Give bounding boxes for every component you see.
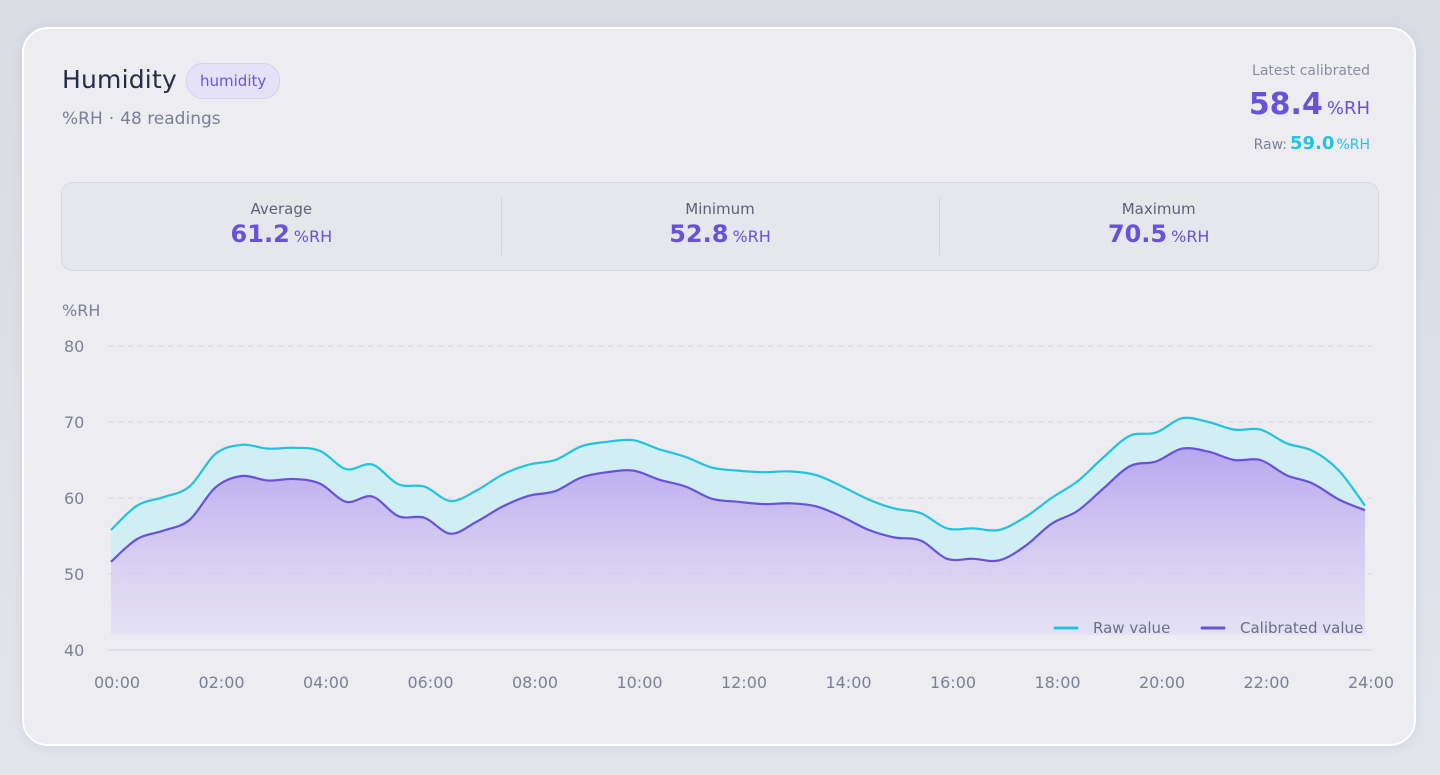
raw-calibrated-band <box>111 417 1365 562</box>
y-tick-label: 40 <box>64 641 84 660</box>
calibrated-value-line <box>110 447 1366 563</box>
legend-raw-label: Raw value <box>1093 619 1170 637</box>
stats-summary: Average 61.2 %RH Minimum 52.8 %RH Maximum … <box>61 182 1379 271</box>
stat-value: 61.2 %RH <box>62 220 501 248</box>
x-tick-label: 20:00 <box>1139 673 1185 692</box>
x-tick-label: 02:00 <box>198 673 244 692</box>
raw-unit: %RH <box>1336 137 1370 153</box>
stat-unit: %RH <box>732 227 771 246</box>
raw-value-line <box>110 416 1366 532</box>
latest-calibrated-value: 58.4 %RH <box>1249 87 1370 122</box>
unit-label: %RH <box>62 109 103 129</box>
stat-average: Average 61.2 %RH <box>62 183 501 270</box>
card-title: Humidity <box>62 65 177 94</box>
stat-value: 70.5 %RH <box>939 220 1378 248</box>
x-tick-label: 06:00 <box>407 673 453 692</box>
calibrated-area <box>111 448 1365 635</box>
y-tick-label: 60 <box>64 489 84 508</box>
y-tick-label: 70 <box>64 413 84 432</box>
x-tick-label: 00:00 <box>94 673 140 692</box>
legend-calibrated-label: Calibrated value <box>1240 619 1363 637</box>
stat-minimum: Minimum 52.8 %RH <box>500 183 940 270</box>
latest-value-number: 58.4 <box>1248 87 1323 122</box>
raw-label: Raw: <box>1253 137 1288 153</box>
latest-calibrated-label: Latest calibrated <box>1252 63 1370 79</box>
stat-number: 52.8 <box>669 220 729 248</box>
readings-count: 48 readings <box>120 109 221 129</box>
x-tick-label: 04:00 <box>303 673 349 692</box>
latest-raw-value: Raw: 59.0 %RH <box>1254 133 1370 154</box>
raw-number: 59.0 <box>1290 133 1335 154</box>
x-tick-label: 24:00 <box>1348 673 1394 692</box>
latest-value-unit: %RH <box>1326 98 1370 119</box>
x-tick-label: 12:00 <box>721 673 767 692</box>
x-tick-label: 10:00 <box>616 673 662 692</box>
stat-maximum: Maximum 70.5 %RH <box>939 183 1378 270</box>
stat-label: Maximum <box>1121 200 1196 218</box>
x-tick-label: 18:00 <box>1034 673 1080 692</box>
x-tick-label: 08:00 <box>512 673 558 692</box>
stat-unit: %RH <box>293 227 333 246</box>
stat-number: 70.5 <box>1107 220 1168 248</box>
y-tick-label: 80 <box>64 337 84 356</box>
stat-unit: %RH <box>1171 227 1210 246</box>
stat-label: Minimum <box>685 200 755 218</box>
card-subtitle: %RH · 48 readings <box>62 109 221 129</box>
y-tick-label: 50 <box>64 565 84 584</box>
x-tick-label: 14:00 <box>825 673 871 692</box>
separator-dot: · <box>108 109 115 129</box>
stat-value: 52.8 %RH <box>501 220 940 248</box>
y-axis-label: %RH <box>62 301 100 320</box>
stat-label: Average <box>250 200 313 218</box>
x-tick-label: 16:00 <box>930 673 976 692</box>
sensor-tag-badge[interactable]: humidity <box>186 63 281 99</box>
x-tick-label: 22:00 <box>1243 673 1289 692</box>
stat-number: 61.2 <box>230 220 290 248</box>
